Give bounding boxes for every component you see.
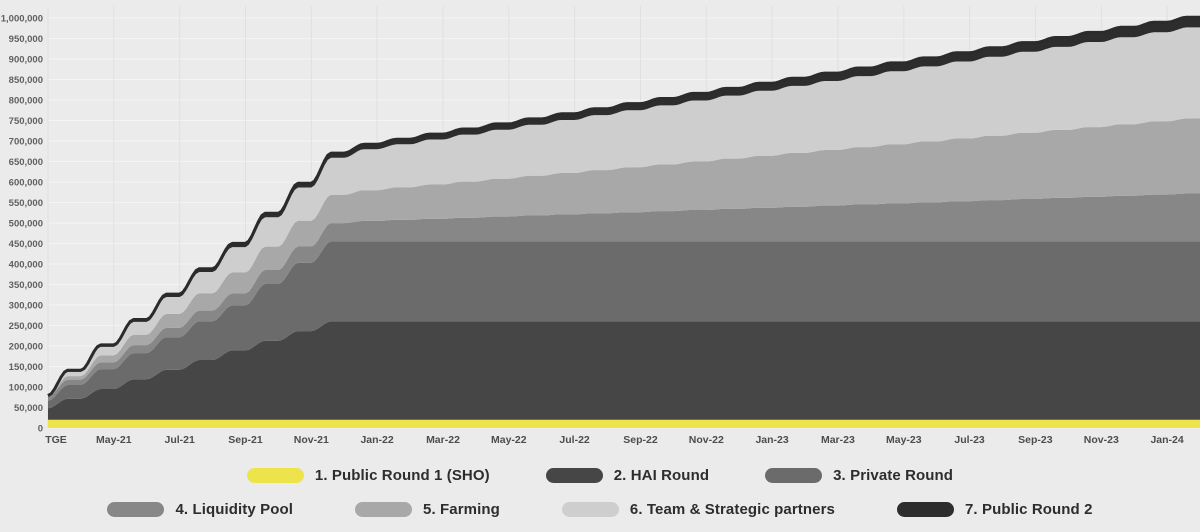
chart-legend: 1. Public Round 1 (SHO) 2. HAI Round 3. Pr…: [0, 467, 1200, 518]
y-axis-tick-label: 350,000: [9, 280, 43, 291]
legend-swatch-2-hai-round: [545, 468, 603, 483]
x-axis-tick-label: Jul-21: [165, 434, 196, 446]
area-series-2[interactable]: [48, 321, 1200, 420]
legend-label-7-public-round-2: 7. Public Round 2: [964, 501, 1093, 518]
legend-label-3-private-round: 3. Private Round: [833, 467, 954, 484]
total-top-line: [47, 15, 1200, 397]
y-axis-tick-label: 850,000: [9, 75, 43, 86]
x-axis-tick-label: Nov-22: [689, 434, 724, 446]
y-axis-tick-label: 150,000: [9, 362, 43, 373]
y-axis-tick-label: 300,000: [9, 301, 43, 312]
legend-label-1-public-round-1-sho: 1. Public Round 1 (SHO): [314, 467, 490, 484]
x-axis-tick-label: Jan-24: [1150, 434, 1183, 446]
y-axis-tick-label: 250,000: [9, 321, 43, 332]
x-axis-tick-label: Sep-23: [1018, 434, 1053, 446]
y-axis-tick-label: 950,000: [9, 34, 43, 45]
x-axis-tick-label: Sep-22: [623, 434, 658, 446]
legend-swatch-4-liquidity-pool: [107, 502, 165, 517]
x-axis-tick-label: Jan-22: [360, 434, 393, 446]
y-axis-tick-label: 100,000: [9, 383, 43, 394]
y-axis-tick-label: 750,000: [9, 116, 43, 127]
y-axis-tick-label: 450,000: [9, 239, 43, 250]
legend-item-1-public-round-1-sho[interactable]: 1. Public Round 1 (SHO): [246, 467, 490, 484]
y-axis-tick-label: 650,000: [9, 157, 43, 168]
legend-swatch-3-private-round: [765, 468, 823, 483]
legend-item-7-public-round-2[interactable]: 7. Public Round 2: [896, 501, 1093, 518]
legend-item-2-hai-round[interactable]: 2. HAI Round: [545, 467, 710, 484]
legend-row-1: 1. Public Round 1 (SHO) 2. HAI Round 3. Pr…: [246, 467, 953, 484]
y-axis-tick-label: 500,000: [9, 219, 43, 230]
legend-swatch-7-public-round-2: [896, 502, 954, 517]
y-axis-tick-label: 200,000: [9, 342, 43, 353]
area-series-5[interactable]: [48, 118, 1200, 397]
y-axis-tick-label: 800,000: [9, 96, 43, 107]
legend-label-6-team-strategic-partners: 6. Team & Strategic partners: [629, 501, 835, 518]
area-series-3[interactable]: [48, 241, 1200, 409]
x-axis-tick-label: Jan-23: [755, 434, 788, 446]
x-axis-tick-label: Jul-23: [954, 434, 985, 446]
legend-label-5-farming: 5. Farming: [423, 501, 500, 518]
legend-label-4-liquidity-pool: 4. Liquidity Pool: [175, 501, 294, 518]
legend-swatch-5-farming: [355, 502, 413, 517]
legend-swatch-1-public-round-1-sho: [246, 468, 304, 483]
x-axis-tick-label: Mar-22: [426, 434, 460, 446]
legend-item-4-liquidity-pool[interactable]: 4. Liquidity Pool: [107, 501, 293, 518]
chart-canvas: 0 50,000 100,000 150,000 200,000 250,000 300,0…: [1, 6, 1200, 446]
x-axis-tick-label: Jul-22: [559, 434, 590, 446]
x-axis-tick-label: Sep-21: [228, 434, 263, 446]
y-axis-tick-label: 900,000: [9, 55, 43, 66]
x-axis-tick-label: Nov-23: [1084, 434, 1119, 446]
y-axis-tick-label: 400,000: [9, 260, 43, 271]
x-axis-tick-label: May-22: [491, 434, 527, 446]
y-axis-tick-label: 1,000,000: [1, 14, 43, 25]
y-axis-tick-label: 0: [38, 424, 43, 435]
area-series-1[interactable]: [48, 419, 1200, 428]
legend-item-6-team-strategic-partners[interactable]: 6. Team & Strategic partners: [561, 501, 835, 518]
x-axis-tick-label: Mar-23: [821, 434, 855, 446]
y-axis-tick-label: 700,000: [9, 137, 43, 148]
x-axis-tick-label: Nov-21: [294, 434, 329, 446]
legend-item-3-private-round[interactable]: 3. Private Round: [765, 467, 953, 484]
legend-label-2-hai-round: 2. HAI Round: [613, 467, 710, 484]
area-series-4[interactable]: [48, 193, 1200, 401]
legend-row-2: 4. Liquidity Pool 5. Farming 6. Team & Str…: [107, 501, 1092, 518]
area-series-6[interactable]: [48, 27, 1200, 397]
y-axis-tick-label: 550,000: [9, 198, 43, 209]
vesting-chart: 0 50,000 100,000 150,000 200,000 250,000 300,0…: [1, 6, 1200, 446]
y-axis-tick-label: 600,000: [9, 178, 43, 189]
x-axis-tick-label: May-21: [96, 434, 132, 446]
legend-swatch-6-team-strategic-partners: [561, 502, 619, 517]
legend-item-5-farming[interactable]: 5. Farming: [355, 501, 500, 518]
x-axis-tick-label: May-23: [886, 434, 922, 446]
y-axis-tick-label: 50,000: [14, 403, 43, 414]
x-axis-tick-label: TGE: [45, 434, 67, 446]
